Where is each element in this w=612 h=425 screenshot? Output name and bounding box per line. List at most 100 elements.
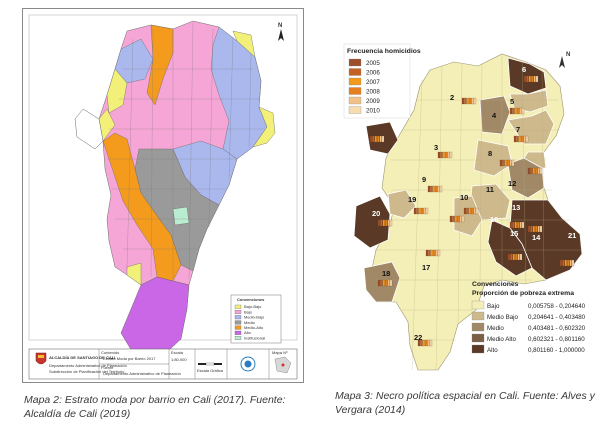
homicide-bar-marker [512,253,515,261]
homicide-bar-marker [564,259,567,267]
homicide-bar-marker [449,215,453,223]
homicide-bar-marker [469,97,472,105]
map3-comuna-number: 22 [414,333,422,342]
caption-map2-line2: Alcaldía de Cali (2019) [24,408,131,420]
homicide-bar-marker [427,339,430,347]
map3-comuna-number: 2 [450,93,454,102]
map3-comuna-number: 9 [422,175,426,184]
map3-comuna-number: 16 [490,215,498,224]
homicide-bar-marker [380,219,383,227]
homicide-bar-marker [512,221,515,229]
homicide-bar-marker [521,221,525,229]
homicide-bar-marker [521,107,525,115]
map3-freq-swatch [348,96,362,105]
map3-freq-swatch [348,77,362,86]
homicide-bar-marker [502,159,505,167]
homicide-bar-marker [571,259,575,267]
map2-legend-swatch [234,304,242,309]
locator-map-icon [274,356,292,374]
map3-conv-range: 0,602321 - 0,801160 [528,336,585,343]
homicide-bar-marker [468,207,471,215]
homicide-bar-marker [512,107,515,115]
map3-comuna-number: 6 [522,65,526,74]
homicide-bar-marker [518,135,521,143]
map3-freq-swatch [348,68,362,76]
map3-comuna-number: 21 [568,231,576,240]
caption-map3: Mapa 3: Necro política espacial en Cali.… [335,389,610,417]
homicide-bar-marker [507,253,511,261]
homicide-bar-marker [464,97,467,105]
map2-escala-value: 1:80.000 [171,357,187,362]
homicide-bar-marker [567,259,570,267]
homicide-bar-marker [385,279,388,287]
homicide-bar-marker [526,75,529,83]
map2-fuente-label: Fuente [101,365,114,370]
homicide-bar-marker [527,167,531,175]
map3-freq-label: 2007 [366,79,380,86]
homicide-bar-marker [461,97,465,105]
homicide-bar-marker [387,219,390,227]
homicide-bar-marker [523,135,526,143]
map3-conv-swatch [471,344,485,354]
map2-legend-swatch [234,315,242,320]
map3-grid [372,56,582,371]
homicide-bar-marker [413,207,417,215]
homicide-bar-marker [421,207,424,215]
homicide-bar-marker [432,185,435,193]
map3-legend-conv-title: Convenciones [472,281,519,288]
homicide-bar-marker [369,135,373,143]
caption-map3-line2: Vergara (2014) [335,404,406,416]
map3-comuna-number: 1 [352,133,356,142]
map3-comuna-number: 15 [510,229,518,238]
homicide-bar-marker [511,159,515,167]
map3-comuna-number: 8 [488,149,492,158]
homicide-bar-marker [380,279,383,287]
map3-comuna-number: 12 [508,179,516,188]
map2-dept1: Departamento Administrativo de Planeació… [49,363,127,368]
map2-title-block: ALCALDÍA DE SANTIAGO DE CALI Departament… [28,348,298,380]
homicide-bar-marker [514,107,517,115]
homicide-bar-marker [537,167,540,175]
map3-comuna-number: 10 [460,193,468,202]
homicide-bar-marker [504,159,507,167]
homicide-bar-marker [377,279,381,287]
map3-comuna-number: 3 [434,143,438,152]
map2-legend-swatch [234,330,242,335]
caption-map2-line1: Mapa 2: Estrato moda por barrio en Cali … [24,394,286,406]
map-necro-politica: 6 2 5 4 7 1 3 8 12 9 11 13 10 14 19 20 16 15 21 18 17 22 Frec… [332,40,602,372]
homicide-bar-marker [416,207,419,215]
homicide-bar-marker [433,249,436,257]
homicide-bar-marker [519,253,523,261]
homicide-bar-marker [559,259,563,267]
homicide-bar-marker [377,135,380,143]
homicide-bar-marker [447,151,450,159]
map2-contenido-value: Estrato Moda por Barrio 2017 [103,356,156,361]
minimap-logo-icon [240,356,256,372]
map3-conv-swatch [471,311,485,321]
map3-legend-frecuencia: Frecuencia homicidios 2005 2006 2007 2008 20… [343,43,421,119]
map3-comuna-number: 14 [532,233,541,242]
homicide-bar-marker [514,221,517,229]
map3-conv-swatch [471,322,485,332]
homicide-bar-marker [519,221,522,229]
homicide-bar-marker [499,159,503,167]
map2-legend-label: Medio [244,320,256,325]
map2-legend-swatch [234,320,242,325]
homicide-bar-marker [532,225,535,233]
homicide-bar-marker [377,219,381,227]
homicide-bar-marker [385,219,388,227]
map3-homicide-bars [369,75,575,347]
map3-conv-label: Bajo [487,303,500,310]
homicide-bar-marker [459,215,462,223]
map2-legend-label: Medio-Alto [244,325,264,330]
map2-escala-label: Escala [171,350,184,355]
map3-conv-range: 0,005758 - 0,204640 [528,303,586,310]
homicide-bar-marker [382,279,385,287]
homicide-bar-marker [437,249,441,257]
map2-legend-label: Alto [244,330,252,335]
map2-legend-title: Convenciones [237,297,265,302]
map3-comuna-number: 18 [382,269,390,278]
map3-conv-range: 0,204641 - 0,403480 [528,314,586,321]
map3-legend-conv-subtitle: Proporción de pobreza extrema [472,290,574,297]
homicide-bar-marker [507,159,510,167]
